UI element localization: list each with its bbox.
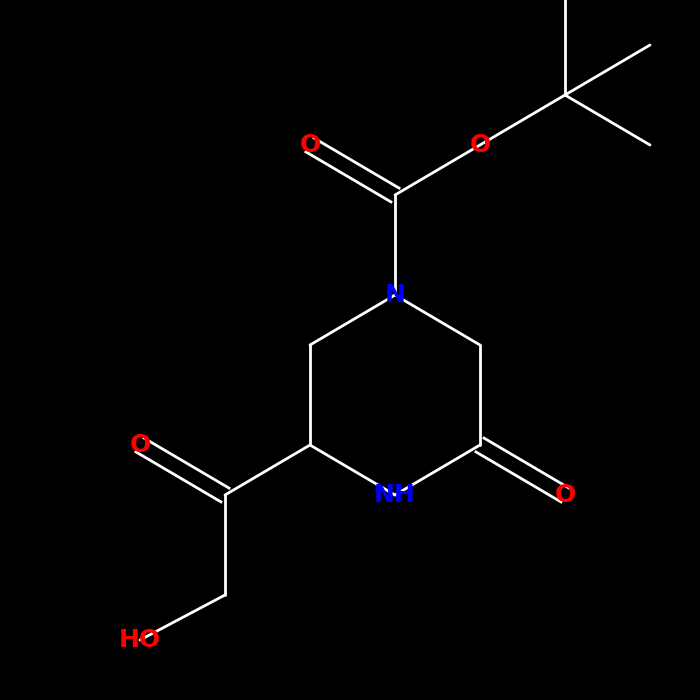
Text: O: O xyxy=(300,133,321,157)
Text: NH: NH xyxy=(374,483,416,507)
Text: O: O xyxy=(130,433,150,457)
Text: O: O xyxy=(470,133,491,157)
Text: HO: HO xyxy=(119,628,161,652)
Text: O: O xyxy=(554,483,575,507)
Text: N: N xyxy=(384,283,405,307)
